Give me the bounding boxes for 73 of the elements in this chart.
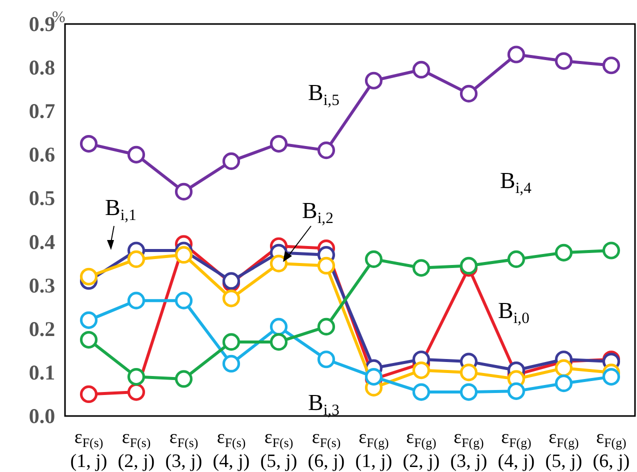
point <box>460 256 478 275</box>
point <box>127 368 146 386</box>
point <box>174 246 193 264</box>
y-tick-label: 0.3 <box>28 273 56 298</box>
x-tick-label: ε$_{F(g)}$ (4, j) <box>498 427 535 472</box>
point <box>317 142 336 160</box>
x-tick-label: ε$_{F(g)}$ (5, j) <box>545 427 582 472</box>
point <box>222 354 240 373</box>
y-tick-label: 0.0 <box>28 404 56 428</box>
point <box>412 60 430 79</box>
point <box>80 268 98 286</box>
point <box>460 383 478 401</box>
y-tick-label: 0.2 <box>28 316 56 341</box>
point <box>507 250 526 268</box>
point <box>412 259 430 277</box>
series-label: B$_{i,2}$ <box>302 198 334 227</box>
point <box>174 182 193 200</box>
x-tick-label: ε$_{F(g)}$ (3, j) <box>450 427 488 472</box>
point <box>602 368 620 386</box>
point <box>554 359 573 377</box>
point <box>270 254 288 272</box>
x-tick-label: ε$_{F(s)}$ (4, j) <box>212 427 250 472</box>
point <box>222 290 240 308</box>
point <box>80 311 98 329</box>
x-tick-label: ε$_{F(s)}$ (5, j) <box>260 427 298 472</box>
point <box>364 250 383 268</box>
x-tick-label: ε$_{F(s)}$ (6, j) <box>308 427 345 472</box>
x-tick-label: ε$_{F(g)}$ (2, j) <box>402 427 440 472</box>
x-tick-label: ε$_{F(s)}$ (2, j) <box>118 427 155 472</box>
point <box>602 56 620 74</box>
point <box>554 52 573 70</box>
y-tick-label: 0.6 <box>28 142 56 167</box>
point <box>270 318 288 336</box>
series-label: B$_{i,0}$ <box>498 298 530 327</box>
point <box>80 134 98 153</box>
point <box>270 134 288 153</box>
text: B$_{i,4}$ <box>500 168 532 197</box>
point <box>554 374 573 392</box>
point <box>602 242 620 260</box>
x-tick-label: ε$_{F(s)}$ (1, j) <box>70 427 108 472</box>
y-tick-label: 0.1 <box>28 360 56 384</box>
y-tick-label: 0.4 <box>28 230 56 254</box>
point <box>222 152 240 170</box>
point <box>317 318 336 336</box>
y-tick-label: 0.5 <box>28 186 56 210</box>
point <box>222 333 240 351</box>
point <box>127 292 146 310</box>
point <box>127 146 146 164</box>
point <box>174 292 193 310</box>
series-label: B$_{i,5}$ <box>308 80 340 109</box>
point <box>554 244 573 262</box>
x-tick-label: ε$_{F(g)}$ (1, j) <box>355 427 392 472</box>
point <box>507 46 526 64</box>
x-tick-label: ε$_{F(s)}$ (3, j) <box>165 427 202 472</box>
point <box>80 330 98 349</box>
point <box>317 350 336 368</box>
point <box>412 361 430 380</box>
point <box>317 256 336 275</box>
point <box>80 385 98 404</box>
point <box>174 370 193 388</box>
point <box>507 382 526 400</box>
point <box>127 250 146 268</box>
point <box>412 383 430 401</box>
point <box>127 383 146 401</box>
point <box>270 333 288 351</box>
point <box>460 84 478 102</box>
series-label: B$_{i,3}$ <box>308 390 340 419</box>
x-tick-label: ε$_{F(g)}$ (6, j) <box>592 427 630 472</box>
y-tick-label: 0.8 <box>28 56 56 80</box>
series-label: B$_{i,1}$ <box>105 195 136 224</box>
point <box>460 364 478 382</box>
y-tick-label: 0.7 <box>28 99 56 124</box>
point <box>364 72 383 90</box>
